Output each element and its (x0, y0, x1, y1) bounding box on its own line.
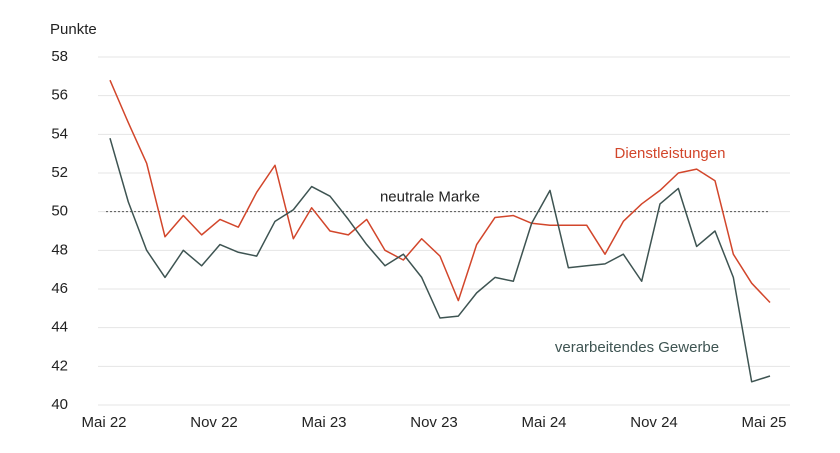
y-tick-label: 40 (51, 396, 68, 413)
y-tick-label: 52 (51, 164, 68, 181)
x-tick-label: Mai 24 (521, 414, 566, 431)
y-tick-label: 44 (51, 319, 68, 336)
reference-label: neutrale Marke (380, 189, 480, 206)
series-label: Dienstleistungen (615, 145, 726, 162)
y-tick-label: 42 (51, 357, 68, 374)
y-tick-label: 56 (51, 87, 68, 104)
series-line (109, 79, 771, 304)
x-tick-label: Mai 22 (81, 414, 126, 431)
series-label: verarbeitendes Gewerbe (555, 339, 719, 356)
x-tick-label: Nov 23 (410, 414, 458, 431)
y-axis-label: Punkte (50, 21, 97, 38)
series-line (109, 137, 771, 383)
y-tick-label: 58 (51, 48, 68, 65)
y-tick-label: 48 (51, 241, 68, 258)
x-tick-label: Mai 25 (741, 414, 786, 431)
x-tick-label: Mai 23 (301, 414, 346, 431)
x-tick-label: Nov 22 (190, 414, 238, 431)
y-tick-label: 54 (51, 125, 68, 142)
y-tick-label: 46 (51, 280, 68, 297)
y-tick-label: 50 (51, 203, 68, 220)
x-tick-label: Nov 24 (630, 414, 678, 431)
